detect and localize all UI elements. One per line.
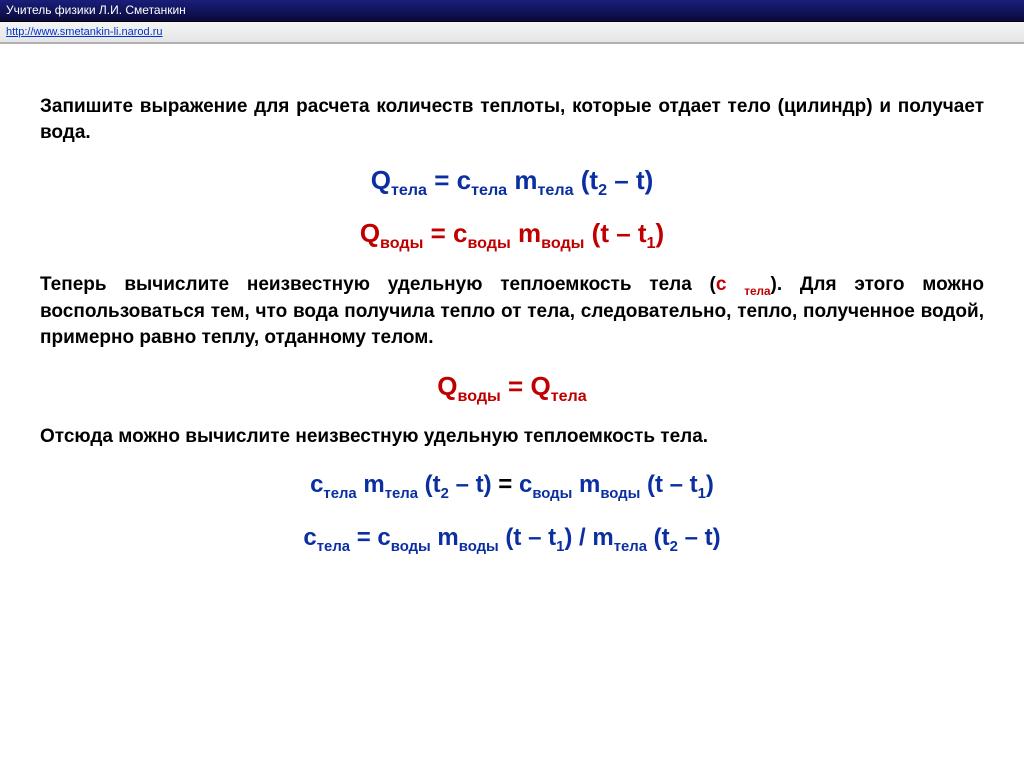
sub: тела	[391, 181, 427, 199]
sub: воды	[380, 235, 423, 253]
sub: 2	[441, 486, 449, 502]
sym: m	[507, 165, 537, 195]
site-url-link[interactable]: http://www.smetankin-li.narod.ru	[6, 26, 163, 38]
sym: – t)	[449, 471, 498, 498]
sym: c	[457, 165, 471, 195]
paragraph-3: Отсюда можно вычислите неизвестную удель…	[40, 424, 984, 450]
sym: c	[377, 524, 390, 551]
window-title: Учитель физики Л.И. Сметанкин	[6, 3, 186, 17]
sym: m	[511, 218, 541, 248]
sym: Q	[530, 371, 550, 401]
sub: воды	[458, 387, 501, 405]
sym: )	[656, 218, 665, 248]
sub: воды	[391, 539, 431, 555]
sub: воды	[600, 486, 640, 502]
formula-q-equal: Qводы = Qтела	[40, 371, 984, 406]
sym: (t – t	[584, 218, 646, 248]
sym: Q	[437, 371, 457, 401]
sym: (t – t	[499, 524, 556, 551]
sym: – t)	[607, 165, 653, 195]
sub: воды	[532, 486, 572, 502]
slide-content: Запишите выражение для расчета количеств…	[0, 44, 1024, 597]
sub: тела	[614, 539, 647, 555]
sym: m	[431, 524, 459, 551]
sym: c	[303, 524, 316, 551]
window-header: Учитель физики Л.И. Сметанкин	[0, 0, 1024, 22]
sym: =	[350, 524, 377, 551]
sub: тела	[323, 486, 356, 502]
sym: m	[357, 471, 385, 498]
sym: (t	[418, 471, 441, 498]
sym: (t – t	[640, 471, 697, 498]
sym: c	[310, 471, 323, 498]
formula-q-water: Qводы = cводы mводы (t – t1)	[40, 218, 984, 253]
sym: =	[427, 165, 457, 195]
sub: 1	[647, 235, 656, 253]
sym: Q	[360, 218, 380, 248]
sub: воды	[541, 235, 584, 253]
sym: =	[501, 371, 531, 401]
sym: =	[498, 471, 519, 498]
text: c	[716, 274, 744, 295]
sub: воды	[467, 235, 510, 253]
sym: Q	[371, 165, 391, 195]
sym: (t	[574, 165, 599, 195]
paragraph-1: Запишите выражение для расчета количеств…	[40, 94, 984, 145]
url-bar: http://www.smetankin-li.narod.ru	[0, 22, 1024, 44]
formula-balance: cтела mтела (t2 – t) = cводы mводы (t – …	[40, 471, 984, 502]
sym: (t	[647, 524, 670, 551]
sym: c	[519, 471, 532, 498]
sub: 1	[698, 486, 706, 502]
sym: m	[572, 471, 600, 498]
sym: c	[453, 218, 467, 248]
sym: ) /	[564, 524, 592, 551]
text: Теперь вычислите неизвестную удельную те…	[40, 274, 716, 295]
sym: )	[706, 471, 714, 498]
sub: 2	[670, 539, 678, 555]
sub: тела	[537, 181, 573, 199]
text: Запишите выражение для расчета количеств…	[40, 96, 984, 143]
sub: воды	[459, 539, 499, 555]
formula-q-body: Qтела = cтела mтела (t2 – t)	[40, 165, 984, 200]
sub: тела	[385, 486, 418, 502]
sub: 2	[598, 181, 607, 199]
paragraph-2: Теперь вычислите неизвестную удельную те…	[40, 272, 984, 351]
sub: тела	[551, 387, 587, 405]
sym: =	[423, 218, 453, 248]
formula-result: cтела = cводы mводы (t – t1) / mтела (t2…	[40, 524, 984, 555]
sym: – t)	[678, 524, 721, 551]
sub: тела	[317, 539, 350, 555]
sub: тела	[471, 181, 507, 199]
sym: m	[592, 524, 613, 551]
sub: тела	[744, 284, 770, 297]
